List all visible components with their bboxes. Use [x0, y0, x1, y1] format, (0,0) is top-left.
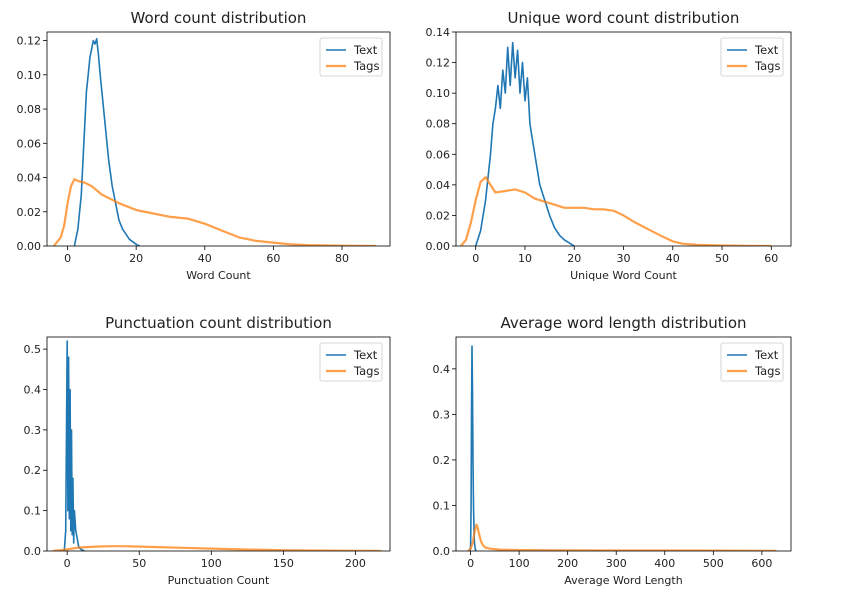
unique-word-count-legend: Text Tags [720, 37, 784, 77]
average-word-length-ytick-label: 0.1 [433, 499, 451, 512]
word-count-legend-label-tags: Tags [353, 59, 379, 73]
punctuation-count-xtick-label: 0 [64, 557, 71, 570]
average-word-length-xtick-label: 200 [557, 557, 578, 570]
unique-word-count-xtick-label: 20 [567, 252, 581, 265]
unique-word-count-series-tags [460, 176, 772, 246]
word-count-xtick-label: 20 [129, 252, 143, 265]
punctuation-count-xtick-label: 50 [132, 557, 146, 570]
average-word-length-legend-label-text: Text [754, 348, 779, 362]
average-word-length-series-text [468, 345, 478, 551]
word-count-xtick-label: 80 [335, 252, 349, 265]
average-word-length-title: Average word length distribution [500, 314, 746, 332]
unique-word-count-xtick-label: 50 [715, 252, 729, 265]
word-count-series-tags [53, 178, 377, 246]
word-count-ytick-label: 0.02 [17, 206, 42, 219]
punctuation-count-xlabel: Punctuation Count [168, 574, 270, 587]
punctuation-count-chart: 0 50 100 150 200 0.0 0.1 0.2 0.3 0.4 0.5 Punctuatio… [24, 314, 391, 587]
average-word-length-legend-label-tags: Tags [754, 364, 780, 378]
unique-word-count-ytick-label: 0.08 [426, 118, 451, 131]
word-count-axes [46, 31, 391, 247]
punctuation-count-ytick-label: 0.1 [24, 505, 42, 518]
average-word-length-xtick-label: 500 [703, 557, 724, 570]
unique-word-count-ytick-label: 0.06 [426, 148, 451, 161]
punctuation-count-xtick-label: 150 [273, 557, 294, 570]
unique-word-count-ytick-label: 0.00 [426, 240, 451, 253]
unique-word-count-xtick-label: 30 [617, 252, 631, 265]
average-word-length-xtick-label: 600 [751, 557, 772, 570]
punctuation-count-legend: Text Tags [319, 342, 383, 382]
unique-word-count-xtick-label: 0 [472, 252, 479, 265]
punctuation-count-ytick-label: 0.5 [24, 343, 42, 356]
punctuation-count-title: Punctuation count distribution [105, 314, 332, 332]
unique-word-count-legend-label-text: Text [754, 43, 779, 57]
punctuation-count-ytick-label: 0.3 [24, 424, 42, 437]
unique-word-count-legend-label-tags: Tags [754, 59, 780, 73]
unique-word-count-xtick-label: 60 [764, 252, 778, 265]
word-count-xlabel: Word Count [186, 269, 251, 282]
word-count-ytick-label: 0.08 [17, 103, 42, 116]
punctuation-count-series-tags [52, 545, 382, 551]
average-word-length-chart: 0 100 200 300 400 500 600 0.0 0.1 0.2 0.3 0.4 Averag… [433, 314, 792, 587]
word-count-series-text [73, 37, 140, 246]
punctuation-count-xtick-label: 200 [345, 557, 366, 570]
unique-word-count-ytick-label: 0.04 [426, 179, 451, 192]
average-word-length-ytick-label: 0.2 [433, 454, 451, 467]
unique-word-count-xtick-label: 10 [518, 252, 532, 265]
word-count-ytick-label: 0.00 [17, 240, 42, 253]
average-word-length-xtick-label: 0 [467, 557, 474, 570]
average-word-length-ytick-label: 0.0 [433, 545, 451, 558]
unique-word-count-ytick-label: 0.14 [426, 26, 451, 39]
punctuation-count-series-text [63, 340, 85, 551]
average-word-length-xtick-label: 100 [509, 557, 530, 570]
unique-word-count-chart: 0 10 20 30 40 50 60 0.00 0.02 0.04 0.06 0.08 0.10 0.1… [426, 9, 792, 282]
word-count-legend-label-text: Text [353, 43, 378, 57]
punctuation-count-ytick-label: 0.4 [24, 383, 42, 396]
punctuation-count-ytick-label: 0.2 [24, 464, 42, 477]
word-count-ytick-label: 0.10 [17, 69, 42, 82]
word-count-xtick-label: 0 [64, 252, 71, 265]
punctuation-count-axes [46, 336, 391, 552]
punctuation-count-legend-label-text: Text [353, 348, 378, 362]
average-word-length-xtick-label: 300 [606, 557, 627, 570]
unique-word-count-ytick-label: 0.02 [426, 209, 451, 222]
unique-word-count-title: Unique word count distribution [508, 9, 740, 27]
word-count-chart: 0 20 40 60 80 0.00 0.02 0.04 0.06 0.08 0.10 0.12 Wor… [17, 9, 391, 282]
word-count-ytick-label: 0.06 [17, 137, 42, 150]
average-word-length-axes [455, 336, 792, 552]
average-word-length-ytick-label: 0.4 [433, 363, 451, 376]
unique-word-count-xtick-label: 40 [666, 252, 680, 265]
unique-word-count-ytick-label: 0.12 [426, 57, 451, 70]
average-word-length-legend: Text Tags [720, 342, 784, 382]
word-count-legend: Text Tags [319, 37, 383, 77]
punctuation-count-xtick-label: 100 [201, 557, 222, 570]
word-count-xtick-label: 40 [198, 252, 212, 265]
unique-word-count-ytick-label: 0.10 [426, 87, 451, 100]
word-count-ytick-label: 0.12 [17, 35, 42, 48]
unique-word-count-xlabel: Unique Word Count [570, 269, 677, 282]
average-word-length-xtick-label: 400 [654, 557, 675, 570]
word-count-title: Word count distribution [131, 9, 307, 27]
word-count-ytick-label: 0.04 [17, 172, 42, 185]
punctuation-count-ytick-label: 0.0 [24, 545, 42, 558]
average-word-length-xlabel: Average Word Length [564, 574, 682, 587]
average-word-length-series-tags [467, 523, 777, 551]
word-count-xtick-label: 60 [266, 252, 280, 265]
average-word-length-ytick-label: 0.3 [433, 408, 451, 421]
punctuation-count-legend-label-tags: Tags [353, 364, 379, 378]
unique-word-count-series-text [474, 41, 575, 246]
